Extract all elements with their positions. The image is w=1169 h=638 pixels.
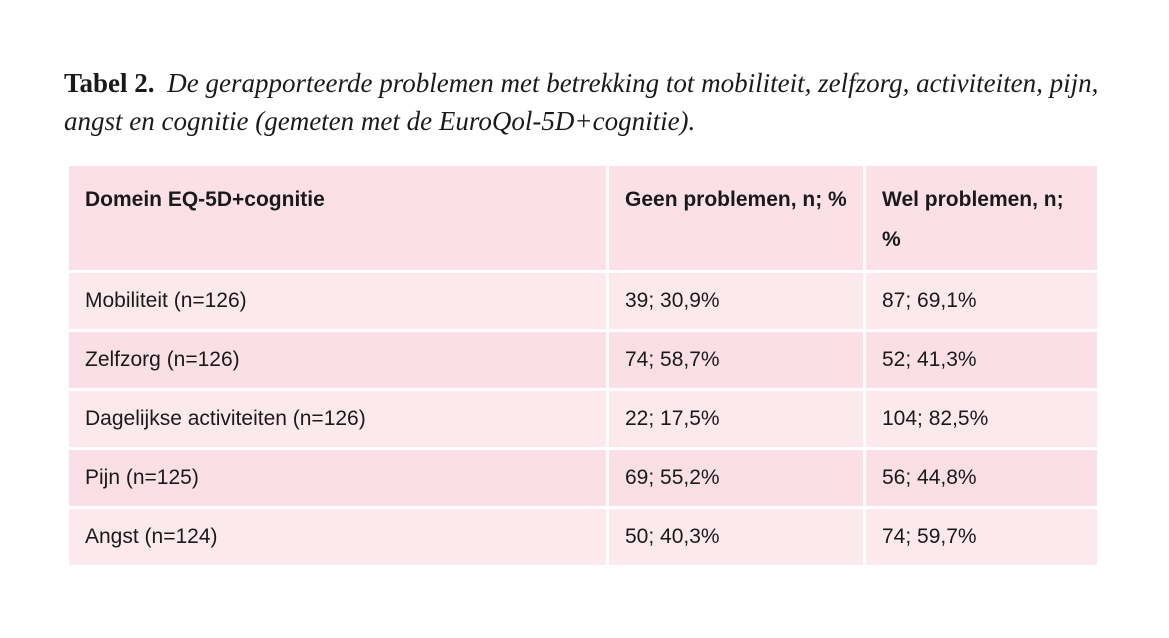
- table-caption: Tabel 2. De gerapporteerde problemen met…: [64, 64, 1124, 140]
- no-problems-cell: 74; 58,7%: [606, 329, 866, 391]
- domain-cell: Zelfzorg (n=126): [66, 329, 609, 391]
- header-no-problems: Geen problemen, n; %: [606, 163, 866, 273]
- domain-cell: Mobiliteit (n=126): [66, 270, 609, 332]
- table-row: Dagelijkse activiteiten (n=126) 22; 17,5…: [66, 388, 1100, 450]
- table-row: Zelfzorg (n=126) 74; 58,7% 52; 41,3%: [66, 329, 1100, 391]
- domain-cell: Dagelijkse activiteiten (n=126): [66, 388, 609, 450]
- caption-label: Tabel 2.: [64, 68, 155, 98]
- header-domain: Domein EQ-5D+cognitie: [66, 163, 609, 273]
- no-problems-cell: 50; 40,3%: [606, 506, 866, 568]
- domain-cell: Pijn (n=125): [66, 447, 609, 509]
- table-row: Pijn (n=125) 69; 55,2% 56; 44,8%: [66, 447, 1100, 509]
- problems-cell: 74; 59,7%: [863, 506, 1100, 568]
- table-row: Angst (n=124) 50; 40,3% 74; 59,7%: [66, 506, 1100, 568]
- domain-cell: Angst (n=124): [66, 506, 609, 568]
- problems-cell: 52; 41,3%: [863, 329, 1100, 391]
- problems-cell: 56; 44,8%: [863, 447, 1100, 509]
- problems-cell: 87; 69,1%: [863, 270, 1100, 332]
- problems-cell: 104; 82,5%: [863, 388, 1100, 450]
- caption-text: De gerapporteerde problemen met betrekki…: [64, 68, 1099, 136]
- results-table: Domein EQ-5D+cognitie Geen problemen, n;…: [66, 163, 1100, 568]
- no-problems-cell: 22; 17,5%: [606, 388, 866, 450]
- no-problems-cell: 39; 30,9%: [606, 270, 866, 332]
- header-row: Domein EQ-5D+cognitie Geen problemen, n;…: [66, 163, 1100, 273]
- no-problems-cell: 69; 55,2%: [606, 447, 866, 509]
- header-problems: Wel problemen, n; %: [863, 163, 1100, 273]
- table-row: Mobiliteit (n=126) 39; 30,9% 87; 69,1%: [66, 270, 1100, 332]
